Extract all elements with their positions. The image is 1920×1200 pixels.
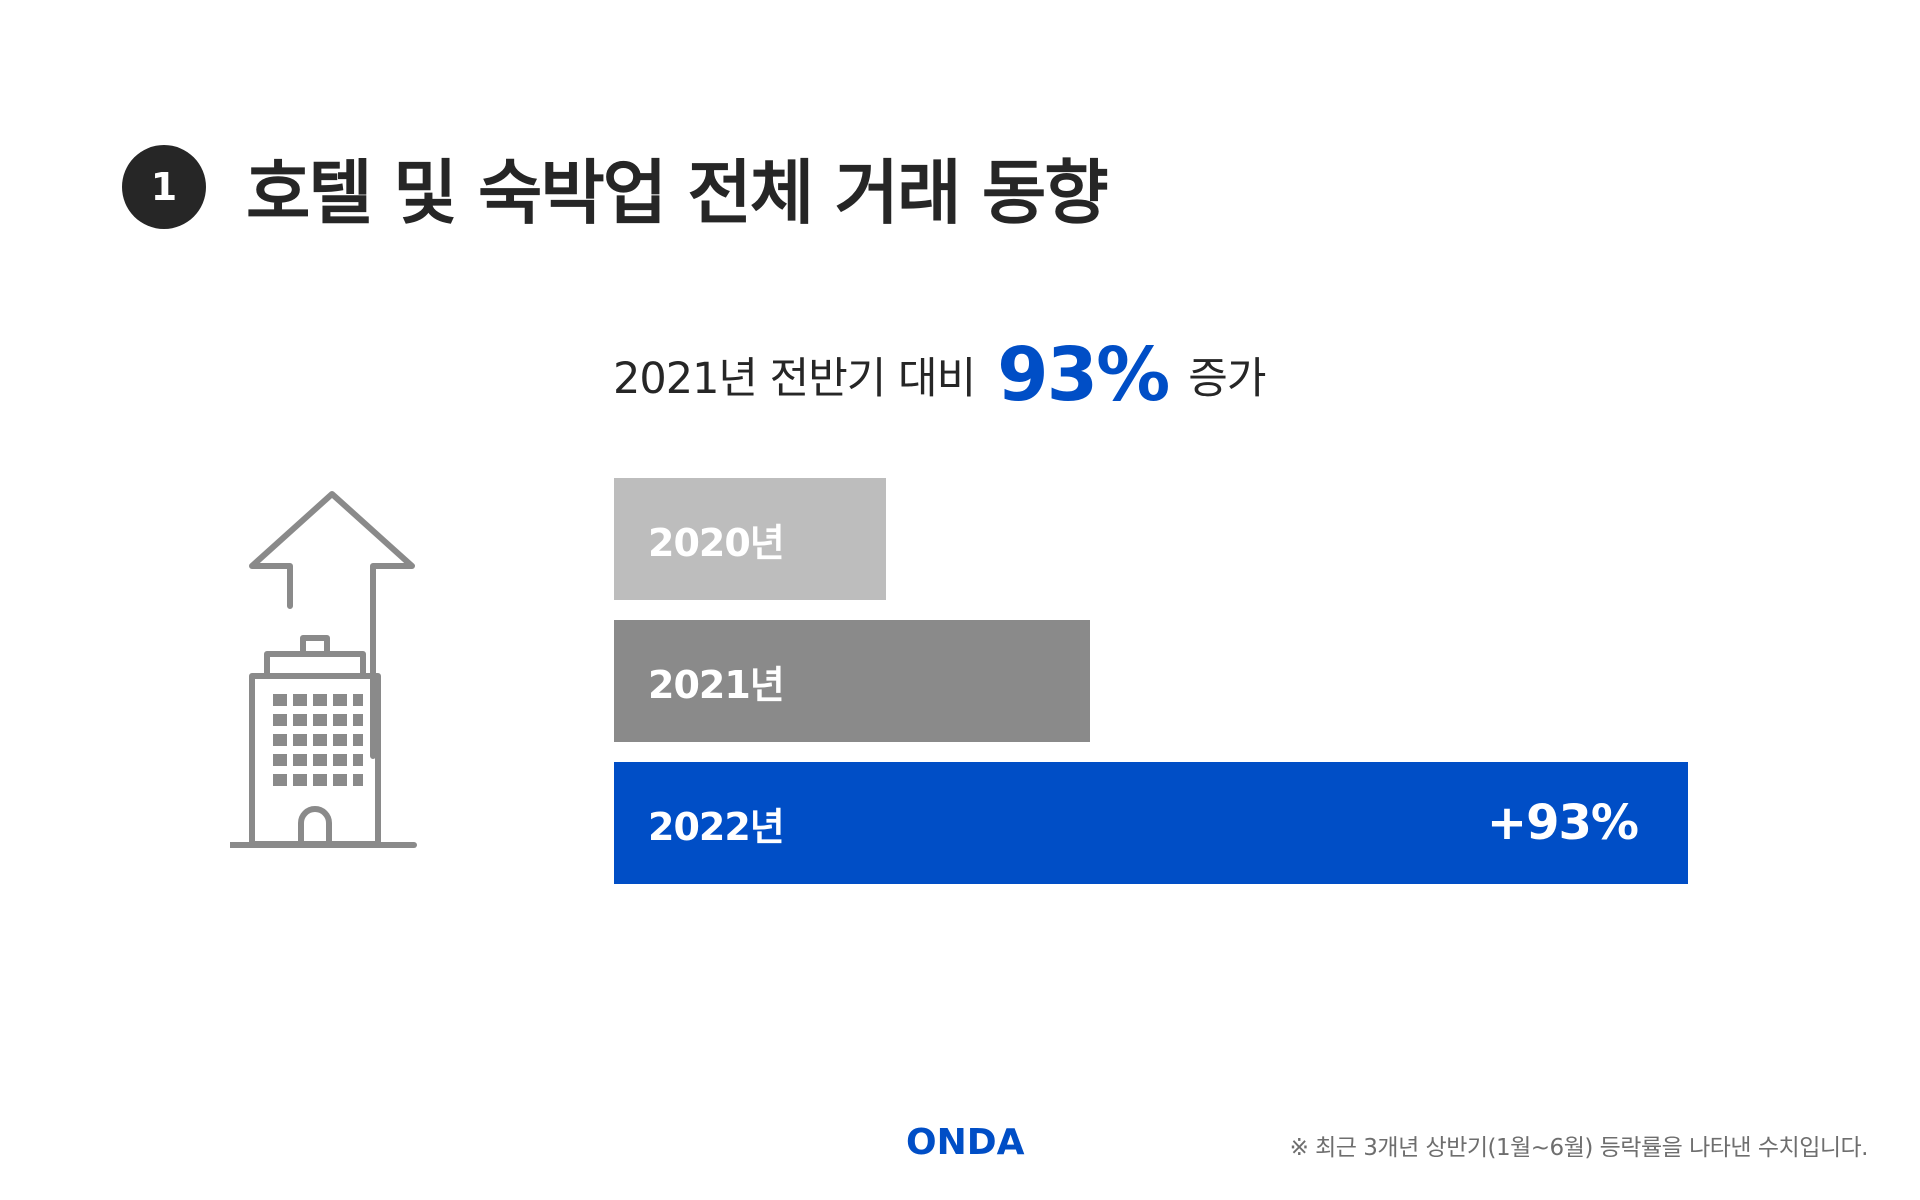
bar-2: 2021년 [614, 620, 1090, 742]
section-number-badge: 1 [122, 145, 206, 229]
bar-value-label: +93% [1486, 795, 1639, 851]
bar-category-label: 2020년 [648, 520, 785, 565]
onda-logo: ONDA [906, 1122, 1025, 1163]
section-heading: 1 호텔 및 숙박업 전체 거래 동향 [122, 142, 1109, 234]
bar-category-label: 2021년 [648, 662, 785, 707]
page-title: 호텔 및 숙박업 전체 거래 동향 [246, 151, 1109, 234]
subtitle-suffix: 증가 [1188, 354, 1266, 404]
footnote: ※ 최근 3개년 상반기(1월~6월) 등락률을 나타낸 수치입니다. [1289, 1135, 1869, 1161]
bar-1: 2020년 [614, 478, 886, 600]
subtitle-highlight-value: 93% [997, 332, 1170, 418]
building-with-up-arrow-icon [221, 488, 510, 858]
subtitle-prefix: 2021년 전반기 대비 [613, 354, 976, 404]
bar-3: 2022년 +93% [614, 762, 1688, 884]
chart-subtitle: 2021년 전반기 대비 93% 증가 [613, 330, 1266, 420]
bar-category-label: 2022년 [648, 804, 785, 849]
